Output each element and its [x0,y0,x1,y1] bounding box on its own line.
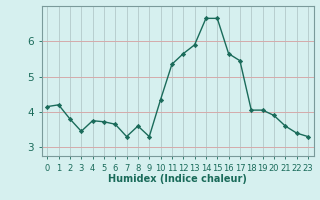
X-axis label: Humidex (Indice chaleur): Humidex (Indice chaleur) [108,174,247,184]
